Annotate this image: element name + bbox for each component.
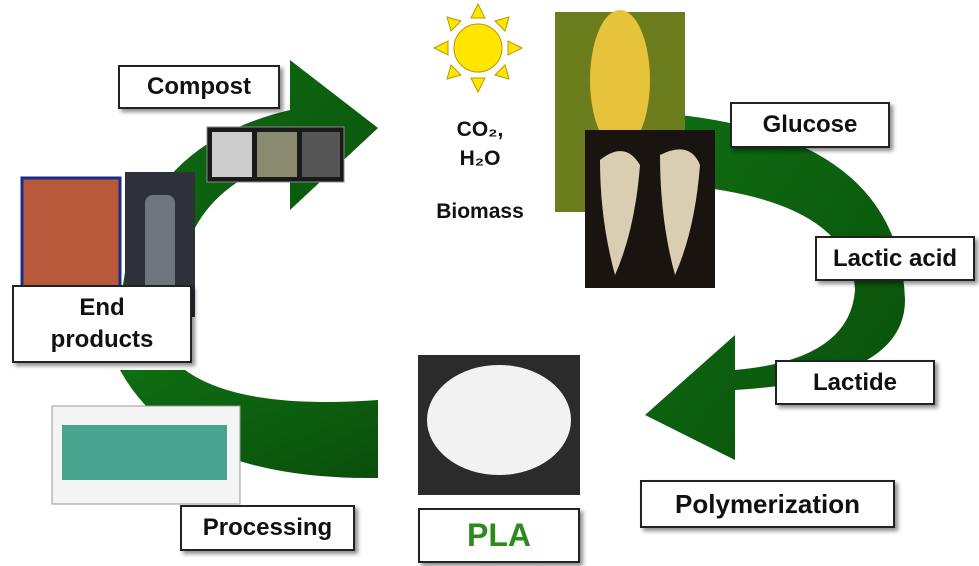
label-biomass: Biomass: [420, 200, 540, 224]
label-processing: Processing: [180, 505, 355, 551]
label-co2: CO₂,: [440, 118, 520, 142]
pla-pellets: [427, 365, 571, 475]
label-lactide: Lactide: [775, 360, 935, 405]
label-polymerization: Polymerization: [640, 480, 895, 528]
sun: [434, 4, 522, 92]
corn-cob: [590, 10, 650, 150]
label-end-products: End products: [12, 285, 192, 363]
label-pla: PLA: [418, 508, 580, 563]
label-compost: Compost: [118, 65, 280, 109]
label-glucose: Glucose: [730, 102, 890, 148]
label-lactic-acid: Lactic acid: [815, 236, 975, 281]
diagram: Compost CO₂, H₂O Biomass Glucose Lactic …: [0, 0, 979, 566]
label-h2o: H₂O: [440, 147, 520, 171]
yarn-image: [22, 178, 120, 288]
